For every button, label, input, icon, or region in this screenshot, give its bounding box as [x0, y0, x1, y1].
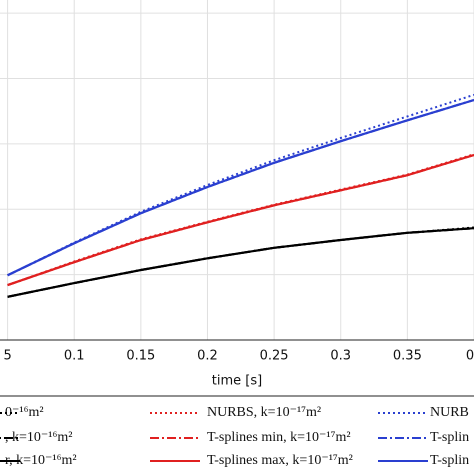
- line: [7, 98, 474, 277]
- x-tick-label: 0.1: [64, 349, 85, 364]
- x-tick-label: 0.15: [126, 349, 155, 364]
- line: [7, 227, 474, 298]
- line: [7, 153, 474, 287]
- x-tick-label: 0.25: [260, 349, 289, 364]
- line: [7, 98, 474, 277]
- legend-label: T-splin: [430, 430, 469, 445]
- line: [7, 227, 474, 298]
- legend-label: NURBS, k=10⁻¹⁷m²: [207, 405, 321, 420]
- legend-label: 0⁻¹⁶m²: [5, 405, 44, 420]
- legend-label: r, k=10⁻¹⁶m²: [5, 453, 77, 468]
- legend-label: T-splin: [430, 453, 469, 468]
- legend-label: T-splines max, k=10⁻¹⁷m²: [207, 453, 353, 468]
- x-axis-label: time [s]: [212, 374, 262, 389]
- x-tick-label: 0.3: [330, 349, 351, 364]
- plot: 5 0.1 0.15 0.2 0.25 0.3 0.35 0: [0, 0, 474, 364]
- x-tick-label: 0: [466, 349, 474, 364]
- x-tick-label: 0.2: [197, 349, 218, 364]
- x-tick-label: 5: [3, 349, 11, 364]
- legend-label: T-splines min, k=10⁻¹⁷m²: [207, 430, 351, 445]
- x-tick-label: 0.35: [393, 349, 422, 364]
- legend-label: NURB: [430, 405, 469, 420]
- legend-label: , k=10⁻¹⁶m²: [5, 430, 72, 445]
